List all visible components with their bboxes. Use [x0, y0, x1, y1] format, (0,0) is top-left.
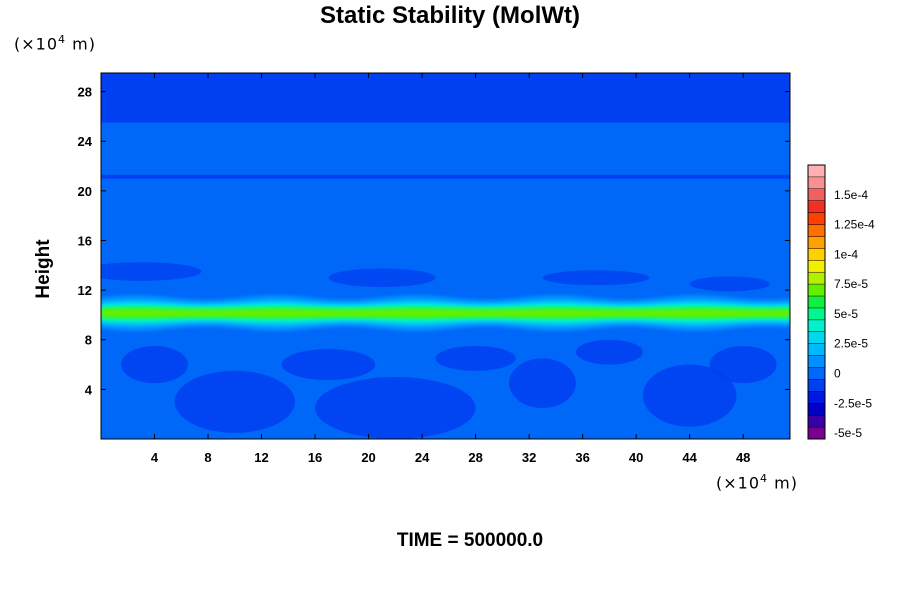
- y-axis-unit: (×104 m): [14, 33, 96, 54]
- colorbar: 1.5e-4 1.25e-4 1e-4 7.5e-5 5e-5 2.5e-5 0 -2.5e-…: [807, 164, 875, 440]
- x-tick-label: 4: [151, 450, 159, 465]
- field-blob: [575, 339, 643, 365]
- field-thin-stripe: [101, 174, 790, 179]
- field-patch: [616, 214, 710, 230]
- field-blob: [328, 268, 436, 288]
- field-blob: [101, 262, 202, 281]
- x-tick-label: 16: [308, 450, 322, 465]
- y-tick-label: 12: [78, 283, 92, 298]
- colorbar-swatch: [808, 212, 825, 226]
- colorbar-swatch: [808, 260, 825, 273]
- x-axis-unit: (×104 m): [716, 472, 798, 493]
- y-tick-label: 24: [78, 134, 93, 149]
- x-tick-label: 36: [575, 450, 589, 465]
- y-tick-label: 20: [78, 184, 92, 199]
- y-axis: 4 8 12 16 20 24 28: [78, 85, 790, 397]
- x-tick-label: 44: [682, 450, 697, 465]
- field-blob: [315, 376, 476, 439]
- time-label: TIME = 500000.0: [396, 530, 544, 551]
- colorbar-swatch: [808, 403, 825, 416]
- colorbar-swatch: [808, 343, 825, 357]
- colorbar-label: 7.5e-5: [834, 277, 868, 291]
- x-tick-label: 20: [361, 450, 375, 465]
- field-blob: [709, 345, 777, 384]
- field-top-layer: [101, 73, 790, 123]
- colorbar-swatch: [808, 379, 825, 392]
- colorbar-swatch: [808, 331, 825, 345]
- y-tick-label: 8: [85, 333, 92, 348]
- field-blob: [689, 276, 770, 292]
- colorbar-swatch: [808, 427, 825, 440]
- colorbar-swatch: [808, 284, 825, 297]
- colorbar-swatch: [808, 200, 825, 214]
- colorbar-swatch: [808, 307, 825, 321]
- field-blob: [642, 364, 737, 427]
- colorbar-swatch: [808, 165, 825, 178]
- x-tick-label: 8: [204, 450, 211, 465]
- field-patch: [214, 190, 336, 204]
- colorbar-swatch: [808, 296, 825, 309]
- field-max-band: [101, 308, 790, 318]
- colorbar-label: 2.5e-5: [834, 337, 868, 351]
- x-tick-label: 28: [468, 450, 482, 465]
- field-blob: [509, 358, 576, 408]
- colorbar-swatch: [808, 176, 825, 190]
- x-tick-label: 48: [736, 450, 750, 465]
- field-blob: [121, 345, 188, 384]
- colorbar-swatch: [808, 367, 825, 380]
- x-tick-label: 24: [415, 450, 430, 465]
- field-patch: [101, 214, 262, 230]
- colorbar-label: 1e-4: [834, 247, 858, 261]
- y-tick-label: 4: [85, 382, 93, 397]
- field-blob: [174, 370, 295, 433]
- colorbar-label: 1.5e-4: [834, 188, 868, 202]
- colorbar-swatch: [808, 319, 825, 333]
- colorbar-label: 0: [834, 366, 841, 380]
- colorbar-swatch: [808, 188, 825, 202]
- field-patch: [569, 189, 704, 205]
- field-patch: [368, 183, 503, 199]
- colorbar-label: 5e-5: [834, 307, 858, 321]
- field-blob: [435, 345, 516, 371]
- field-blob: [542, 270, 650, 286]
- colorbar-swatch: [808, 236, 825, 249]
- x-axis: 4 8 12 16 20 24 28 32 36 40 44 48: [151, 73, 750, 465]
- plot-frame: [100, 72, 791, 440]
- y-tick-label: 28: [78, 85, 92, 100]
- field-blob: [281, 349, 376, 381]
- colorbar-label: -2.5e-5: [834, 396, 872, 410]
- colorbar-swatch: [808, 272, 825, 285]
- colorbar-swatch: [808, 391, 825, 404]
- chart-title: Static Stability (MolWt): [320, 2, 580, 29]
- colorbar-frame: [807, 164, 826, 440]
- colorbar-swatch: [808, 224, 825, 237]
- plot-area: [101, 73, 790, 439]
- colorbar-swatch: [808, 355, 825, 369]
- x-tick-label: 12: [254, 450, 268, 465]
- x-tick-label: 32: [522, 450, 536, 465]
- field-patch: [442, 231, 617, 250]
- colorbar-swatch: [808, 415, 825, 428]
- colorbar-label: -5e-5: [834, 426, 862, 440]
- colorbar-label: 1.25e-4: [834, 218, 875, 232]
- field-upper-layer: [101, 122, 790, 179]
- colorbar-swatch: [808, 248, 825, 261]
- y-tick-label: 16: [78, 233, 92, 248]
- x-tick-label: 40: [629, 450, 643, 465]
